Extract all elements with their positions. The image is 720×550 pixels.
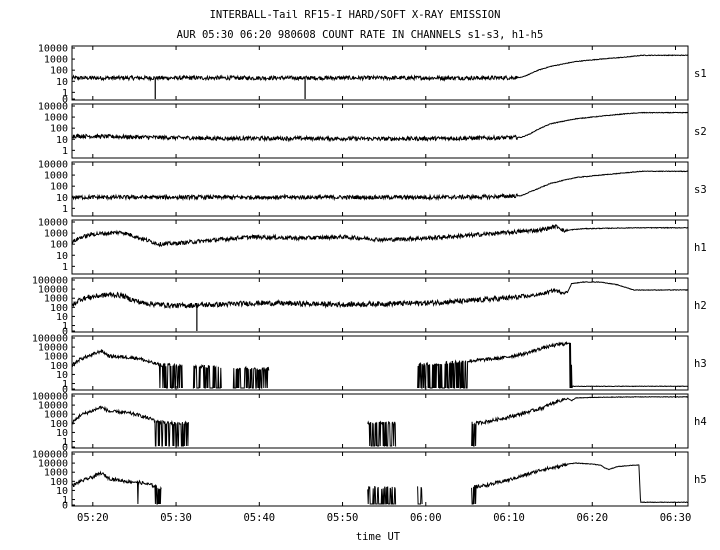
x-tick-label: 06:20 [576,512,608,524]
series-line-h1 [71,224,688,248]
y-tick-label: 1 [62,495,68,506]
y-tick-label: 0 [62,385,68,396]
series-line-h4 [71,395,688,447]
x-tick-label: 06:30 [660,512,692,524]
channel-label-h2: h2 [694,300,707,312]
y-tick-label: 10000 [38,459,68,470]
y-tick-label: 100 [50,477,68,488]
y-tick-label: 1 [62,262,68,273]
channel-label-h1: h1 [694,242,707,254]
y-tick-label: 10 [56,251,68,262]
chart-title: INTERBALL-Tail RF15-I HARD/SOFT X-RAY EM… [210,9,501,21]
y-tick-label: 10000 [38,401,68,412]
y-tick-label: 1 [62,204,68,215]
y-tick-label: 100000 [32,334,68,345]
x-axis-label: time UT [356,531,401,543]
channel-label-s1: s1 [694,68,707,80]
y-tick-label: 10 [56,486,68,497]
panel-frame [71,219,689,275]
panel-frame [71,335,689,391]
y-tick-label: 10 [56,312,68,323]
x-tick-label: 06:10 [493,512,525,524]
x-tick-label: 05:20 [77,512,109,524]
y-tick-label: 10 [56,370,68,381]
series-line-h3 [71,341,688,389]
y-tick-label: 10 [56,135,68,146]
y-tick-label: 1 [62,437,68,448]
series-line-h5 [71,462,688,505]
y-tick-label: 100 [50,182,68,193]
channel-label-s2: s2 [694,126,707,138]
y-tick-label: 10 [56,77,68,88]
series-line-s2 [72,111,689,143]
y-tick-label: 1000 [44,229,68,240]
y-tick-label: 1 [62,88,68,99]
y-tick-label: 100 [50,361,68,372]
y-tick-label: 100000 [32,450,68,461]
y-tick-label: 1000 [44,171,68,182]
y-tick-label: 100000 [32,276,68,287]
x-axis: 05:20 05:30 05:40 05:50 06:00 06:10 06:20 06:30 [77,512,691,524]
y-tick-label: 0 [62,501,68,512]
x-tick-label: 05:40 [243,512,275,524]
channel-label-h5: h5 [694,474,707,486]
y-tick-label: 100 [50,240,68,251]
channel-label-h3: h3 [694,358,707,370]
y-tick-label: 10000 [38,343,68,354]
y-tick-label: 1000 [44,352,68,363]
y-tick-label: 1000 [44,410,68,421]
x-tick-label: 06:00 [410,512,442,524]
y-tick-label: 0 [62,95,68,106]
chart-subtitle: AUR 05:30 06:20 980608 COUNT RATE IN CHA… [177,29,544,41]
y-tick-label: 1 [62,146,68,157]
panel-frame [71,393,689,449]
series-line-s1 [71,54,689,82]
panel-frame [71,161,689,217]
y-tick-label: 10000 [38,102,68,113]
y-tick-label: 1 [62,379,68,390]
panel-frame [71,45,689,101]
y-tick-label: 0 [62,327,68,338]
y-tick-label: 1000 [44,55,68,66]
x-tick-label: 05:30 [160,512,192,524]
y-tick-label: 10000 [38,44,68,55]
y-tick-label: 100 [50,124,68,135]
series-line-s3 [71,170,689,202]
x-tick-label: 05:50 [327,512,359,524]
y-tick-label: 1000 [44,113,68,124]
panels-group: 1000010001001010s1100001000100101s210000… [32,44,707,512]
y-tick-label: 1 [62,321,68,332]
channel-label-s3: s3 [694,184,707,196]
y-tick-label: 10000 [38,285,68,296]
y-tick-label: 1000 [44,468,68,479]
y-tick-label: 100 [50,66,68,77]
y-tick-label: 10000 [38,218,68,229]
y-tick-label: 10 [56,193,68,204]
y-tick-label: 100 [50,303,68,314]
y-tick-label: 10 [56,428,68,439]
channel-label-h4: h4 [694,416,707,428]
series-line-h2 [71,281,688,310]
y-tick-label: 0 [62,443,68,454]
panel-frame [71,451,689,507]
y-tick-label: 100000 [32,392,68,403]
y-tick-label: 1000 [44,294,68,305]
y-tick-label: 100 [50,419,68,430]
panel-frame [71,103,689,159]
y-tick-label: 10000 [38,160,68,171]
